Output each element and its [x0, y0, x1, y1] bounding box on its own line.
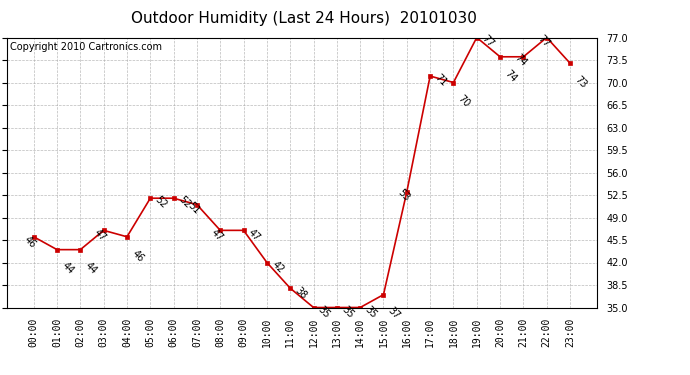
Text: 77: 77	[535, 33, 551, 49]
Text: 71: 71	[433, 72, 448, 88]
Text: 52: 52	[153, 194, 169, 210]
Text: 44: 44	[60, 261, 75, 276]
Text: 74: 74	[503, 68, 519, 84]
Text: 35: 35	[316, 305, 332, 321]
Text: 42: 42	[270, 260, 286, 276]
Text: 47: 47	[209, 228, 225, 243]
Text: 35: 35	[339, 305, 355, 321]
Text: Copyright 2010 Cartronics.com: Copyright 2010 Cartronics.com	[10, 42, 162, 51]
Text: 74: 74	[512, 53, 528, 69]
Text: 46: 46	[23, 234, 39, 250]
Text: 77: 77	[480, 33, 495, 49]
Text: 51: 51	[186, 201, 201, 216]
Text: 35: 35	[363, 305, 379, 321]
Text: 70: 70	[456, 94, 472, 110]
Text: 38: 38	[293, 285, 308, 301]
Text: 37: 37	[386, 306, 402, 322]
Text: 46: 46	[130, 248, 146, 264]
Text: 47: 47	[246, 228, 262, 243]
Text: 52: 52	[177, 194, 193, 210]
Text: 73: 73	[573, 74, 589, 90]
Text: 44: 44	[83, 261, 99, 276]
Text: 53: 53	[395, 188, 411, 204]
Text: Outdoor Humidity (Last 24 Hours)  20101030: Outdoor Humidity (Last 24 Hours) 2010103…	[130, 11, 477, 26]
Text: 47: 47	[92, 228, 108, 243]
